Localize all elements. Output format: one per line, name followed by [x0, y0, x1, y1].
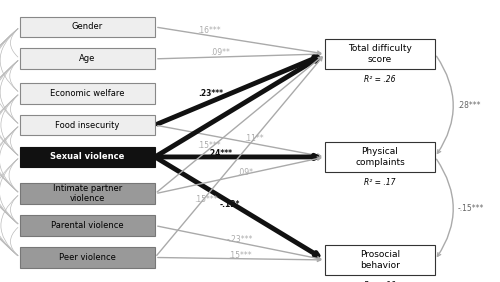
Text: .24***: .24***: [207, 149, 232, 158]
Text: R² = .06: R² = .06: [364, 281, 396, 282]
FancyBboxPatch shape: [20, 83, 155, 103]
Text: Economic welfare: Economic welfare: [50, 89, 125, 98]
Text: .15***: .15***: [198, 141, 221, 150]
FancyBboxPatch shape: [20, 183, 155, 204]
FancyBboxPatch shape: [325, 39, 435, 69]
Text: R² = .17: R² = .17: [364, 178, 396, 187]
Text: .11**: .11**: [244, 135, 264, 144]
Text: -.12*: -.12*: [220, 200, 240, 209]
Text: -.15***: -.15***: [458, 204, 484, 213]
FancyBboxPatch shape: [325, 142, 435, 172]
FancyBboxPatch shape: [20, 247, 155, 268]
FancyBboxPatch shape: [20, 115, 155, 135]
Text: Total difficulty
score: Total difficulty score: [348, 44, 412, 64]
FancyBboxPatch shape: [20, 147, 155, 167]
Text: Gender: Gender: [72, 23, 103, 32]
Text: Prosocial
behavior: Prosocial behavior: [360, 250, 400, 270]
Text: Parental violence: Parental violence: [51, 221, 124, 230]
Text: Age: Age: [80, 54, 96, 63]
Text: .09**: .09**: [210, 48, 230, 57]
Text: Physical
complaints: Physical complaints: [355, 147, 405, 167]
Text: .16***: .16***: [198, 26, 221, 35]
Text: Peer violence: Peer violence: [59, 253, 116, 262]
Text: .15***: .15***: [228, 251, 252, 260]
Text: R² = .26: R² = .26: [364, 75, 396, 84]
FancyBboxPatch shape: [20, 49, 155, 69]
Text: .09*: .09*: [237, 168, 253, 177]
FancyBboxPatch shape: [325, 244, 435, 275]
FancyBboxPatch shape: [20, 215, 155, 236]
Text: -.23***: -.23***: [227, 235, 253, 244]
Text: Intimate partner
violence: Intimate partner violence: [53, 184, 122, 203]
FancyBboxPatch shape: [20, 17, 155, 38]
Text: .15***: .15***: [194, 195, 218, 204]
Text: .28***: .28***: [458, 101, 481, 110]
Text: Sexual violence: Sexual violence: [50, 153, 124, 161]
Text: .23***: .23***: [198, 89, 224, 98]
Text: Food insecurity: Food insecurity: [56, 121, 120, 129]
